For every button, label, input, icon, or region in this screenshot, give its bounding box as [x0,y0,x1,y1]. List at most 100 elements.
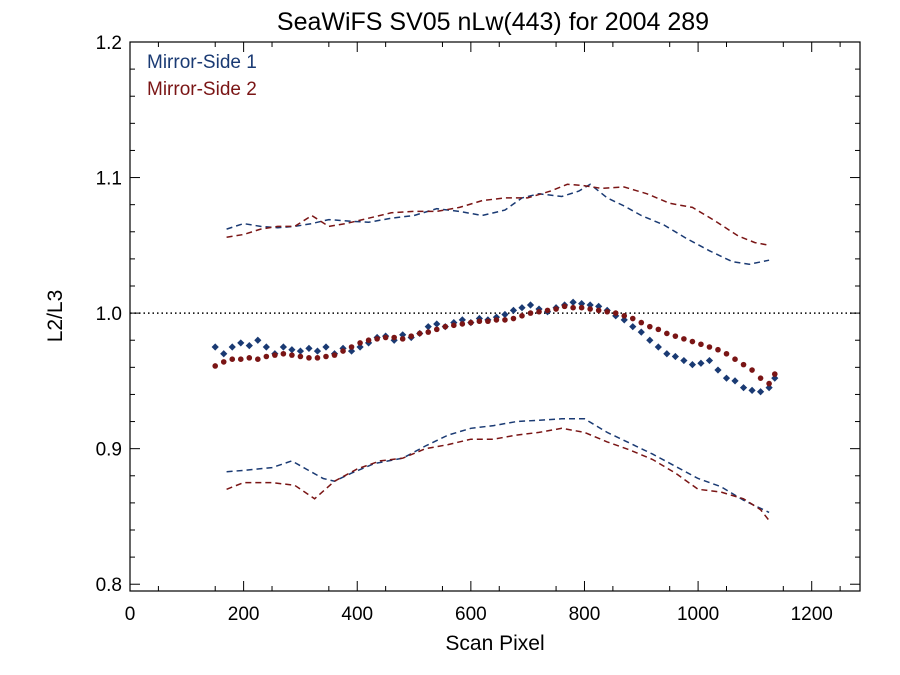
series-2-point [399,336,406,342]
x-tick-label: 400 [341,604,373,625]
series-2-point [323,353,329,360]
series-2-lower-bound-line [226,427,770,521]
series-2-point [740,361,747,368]
series-2-point [391,334,397,341]
series-2-point [689,338,696,345]
series-1-point [765,384,773,392]
series-2-point [442,323,449,330]
series-2-point [408,333,415,339]
x-tick-label: 600 [455,604,487,625]
series-1-point [305,344,313,352]
series-1-point [595,302,603,310]
series-2-point [493,317,500,323]
series-2-point [331,352,338,358]
bound-lines [226,183,770,521]
series-1-point [705,356,714,365]
series-1-point [688,361,697,369]
series-1-point [518,304,526,312]
series-1-point [279,343,287,351]
series-2-point [766,380,772,387]
series-1-point [722,374,731,382]
series-1-point [663,350,671,358]
series-2-point [451,322,457,329]
axis-ticks: 0 200 400 600 800 1000 1200 0.8 0.9 1.0 1.1 1.2 [96,33,860,625]
series-2-point [476,318,483,325]
y-tick-label: 1.2 [96,33,122,54]
series-2-point [595,307,602,314]
series-2-point [357,340,363,346]
series-1-point [578,300,586,308]
series-1-point [756,388,765,396]
series-2-point [229,356,236,363]
series-2-point [519,313,525,319]
series-2-point [578,304,585,311]
series-1-point [262,343,270,351]
series-1-point [637,328,645,336]
series-2-point [314,355,321,361]
series-2-point [638,319,645,326]
series-1-point [646,336,654,344]
series-1-point [458,316,466,324]
series-1-point [296,347,305,355]
series-2-point [536,308,542,315]
series-1-point [322,343,330,351]
series-1-point [237,339,245,347]
series-2-point [510,315,517,322]
series-2-point [263,353,270,360]
y-axis-label: L2/L3 [44,290,67,343]
series-2-point [433,326,440,333]
series-2-point [272,352,278,358]
series-2-point [757,375,764,381]
series-1-point [569,298,577,306]
series-2-point [553,306,559,312]
series-1-point [697,359,705,367]
series-1-point [433,320,441,328]
series-2-point [698,341,704,348]
series-1-point [211,343,219,351]
series-2-point [255,356,261,363]
series-2-point [382,334,389,341]
series-1-point [526,301,535,309]
series-2-point [629,315,636,322]
legend-series-2: Mirror-Side 2 [147,79,257,100]
series-2-point [340,348,346,354]
series-1-point [714,366,722,374]
series-2-point [502,317,508,323]
series-2-point [527,310,534,316]
series-1-point [629,323,637,331]
x-tick-label: 200 [228,604,260,625]
y-tick-label: 1.0 [96,304,122,325]
y-tick-label: 0.9 [96,440,122,461]
series-1-point [313,347,322,355]
chart-title: SeaWiFS SV05 nLw(443) for 2004 289 [277,8,709,36]
series-1-point [356,343,364,351]
series-2-point [561,303,568,310]
series-1-point [671,352,679,361]
series-2-upper-bound-line [226,183,770,247]
series-2-point [544,307,551,314]
series-1-point [748,386,756,394]
series-2-point [485,318,491,325]
series-1-point [771,374,779,382]
series-2-point [348,344,355,350]
plot-frame [129,41,861,592]
series-2-point [468,319,474,326]
x-tick-label: 1000 [677,604,719,625]
series-2-point [604,308,610,315]
series-2-point [289,352,295,358]
series-2-point [212,363,219,369]
series-2-point [672,333,679,339]
series-1-point [347,347,356,355]
series-1-point [424,323,432,331]
series-2-point [587,306,593,312]
series-1-point [654,343,662,351]
series-2-point [706,344,713,350]
series-2-point [237,356,244,363]
y-tick-label: 0.8 [96,575,122,596]
series-2-point [655,326,662,333]
x-tick-label: 800 [569,604,601,625]
series-1-upper-bound-line [226,183,770,266]
series-2-point [246,355,253,361]
data-points [211,298,779,396]
